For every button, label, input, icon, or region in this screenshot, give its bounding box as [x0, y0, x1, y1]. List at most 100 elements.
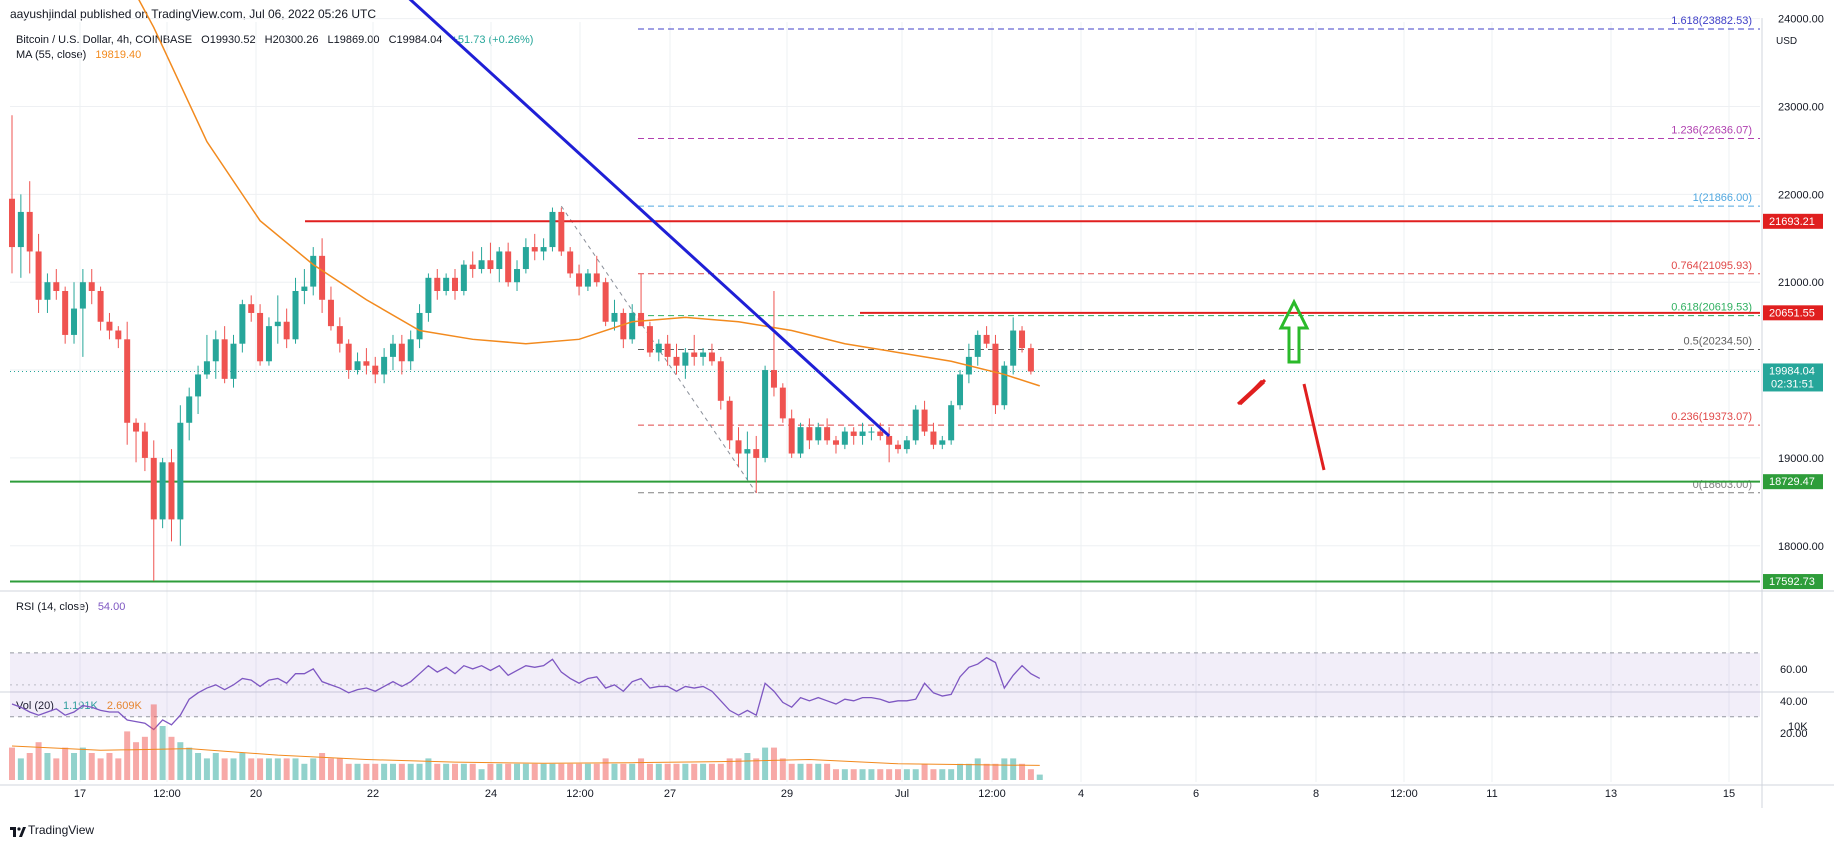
volume-bar: [248, 758, 255, 780]
tradingview-brand[interactable]: TradingView: [10, 823, 94, 837]
volume-bar: [372, 763, 379, 780]
price-tag-label: 19984.04: [1769, 365, 1815, 377]
volume-bar: [646, 763, 653, 780]
candle: [859, 422, 866, 445]
candle: [416, 304, 423, 349]
candle: [274, 295, 281, 344]
fib-anchor-line: [560, 205, 757, 494]
volume-bar: [806, 763, 813, 780]
candle: [886, 427, 893, 463]
volume-bar: [815, 763, 822, 780]
candle: [797, 422, 804, 458]
candle: [327, 286, 334, 331]
ma-label[interactable]: MA (55, close): [16, 49, 87, 61]
candle: [496, 247, 503, 283]
open-value: O19930.52: [201, 34, 256, 46]
candle-body: [381, 356, 388, 375]
candle-body: [753, 449, 760, 458]
volume-bar: [203, 758, 210, 780]
x-tick-label: 12:00: [566, 788, 594, 800]
candle-body: [248, 304, 255, 313]
volume-bar: [957, 763, 964, 780]
candle: [159, 457, 166, 529]
candle: [478, 247, 485, 274]
low-value: L19869.00: [327, 34, 380, 46]
candle-body: [815, 427, 822, 441]
volume-bar: [1036, 774, 1043, 780]
candle-body: [62, 290, 69, 335]
candle-body: [859, 431, 866, 436]
volume-bar: [53, 758, 60, 780]
candle: [841, 427, 848, 450]
candle-body: [26, 211, 33, 252]
candle-body: [79, 282, 86, 309]
candle-body: [584, 273, 591, 287]
candle: [691, 334, 698, 366]
volume-bar: [212, 753, 219, 780]
candle-body: [576, 273, 583, 287]
candle: [700, 348, 707, 366]
ma-value: 19819.40: [95, 49, 142, 61]
candle-body: [930, 431, 937, 445]
symbol-label[interactable]: Bitcoin / U.S. Dollar, 4h, COINBASE: [16, 34, 193, 46]
volume-bar: [948, 769, 955, 780]
volume-bar: [700, 763, 707, 780]
candle: [744, 431, 751, 480]
candle: [319, 238, 326, 313]
change-value: +51.73 (+0.26%): [451, 34, 534, 46]
x-tick-label: 22: [367, 788, 379, 800]
volume-bar: [292, 758, 299, 780]
candle-body: [186, 396, 193, 423]
x-tick-label: 11: [1486, 788, 1497, 800]
volume-bar: [79, 747, 86, 780]
fib-level-label: 1.618(23882.53): [1671, 15, 1752, 27]
price-tag-resistance: 21693.21: [1763, 213, 1823, 229]
candle: [602, 277, 609, 327]
candle-body: [239, 304, 246, 344]
fib-retracement: [638, 28, 1760, 494]
candle-body: [159, 462, 166, 520]
volume-bar: [274, 758, 281, 780]
rsi-label[interactable]: RSI (14, close): [16, 601, 89, 613]
candle-body: [957, 374, 964, 406]
price-tag-box: [1763, 363, 1823, 392]
candle-body: [88, 282, 95, 291]
candle: [576, 264, 583, 296]
volume-bar: [531, 763, 538, 780]
volume-bar: [434, 763, 441, 780]
candle-body: [717, 361, 724, 401]
candle-body: [708, 352, 715, 362]
candle: [301, 269, 308, 305]
volume-bar: [283, 758, 290, 780]
candle-body: [877, 431, 884, 436]
rsi-tick-label: 40.00: [1780, 696, 1808, 708]
x-tick-label: 12:00: [153, 788, 181, 800]
candle: [141, 422, 148, 472]
volume-bar: [549, 763, 556, 780]
candle-body: [1010, 330, 1017, 366]
price-tag-box: [1763, 574, 1823, 590]
candle-body: [106, 321, 113, 331]
candle: [487, 242, 494, 274]
ma-legend: MA (55, close) 19819.40: [16, 49, 147, 61]
volume-bar: [62, 747, 69, 780]
volume-bar: [788, 763, 795, 780]
volume-bar: [398, 763, 405, 780]
x-tick-label: 17: [74, 788, 86, 800]
volume-bar: [265, 758, 272, 780]
candle: [682, 348, 689, 379]
volume-bar: [620, 763, 627, 780]
volume-bar: [496, 763, 503, 780]
volume-bar: [141, 736, 148, 780]
volume-bar: [195, 753, 202, 780]
candle-body: [496, 251, 503, 270]
volume-avg-value: 2.609K: [106, 700, 142, 712]
candle: [354, 352, 361, 375]
publisher-header: aayushjindal published on TradingView.co…: [10, 7, 377, 21]
volume-bar: [770, 747, 777, 780]
candle-body: [319, 255, 326, 300]
candle-body: [886, 435, 893, 445]
candle: [124, 321, 131, 445]
